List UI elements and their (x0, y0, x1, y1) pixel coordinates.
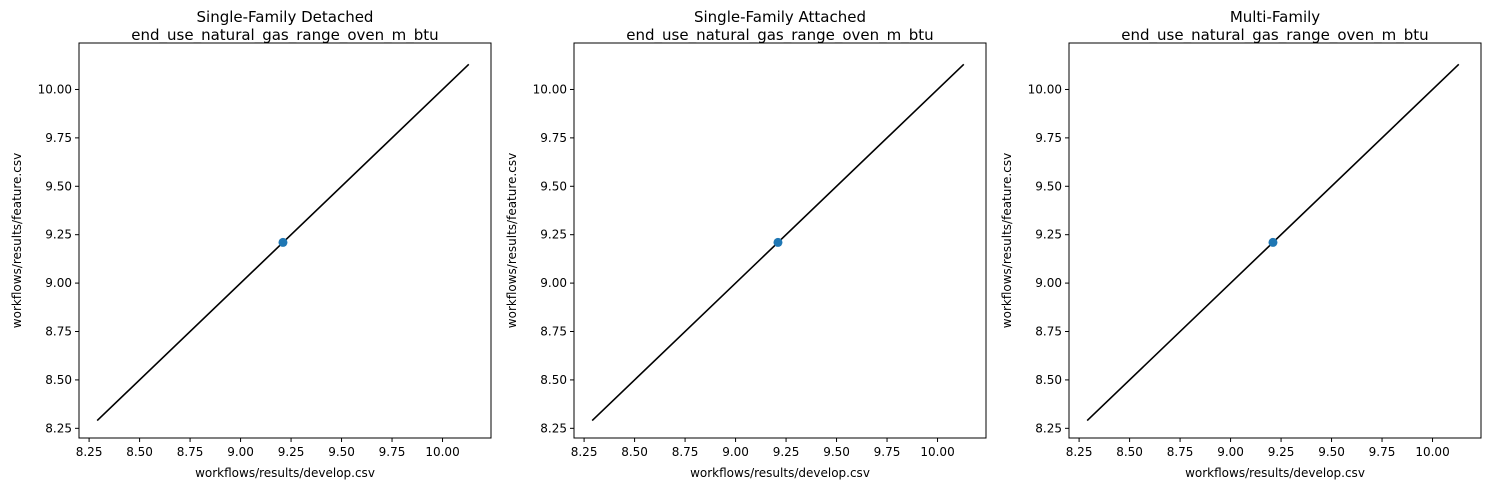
x-axis-label: workflows/results/develop.csv (195, 466, 375, 480)
x-tick-label: 10.00 (1415, 445, 1449, 459)
y-tick-label: 9.25 (1035, 228, 1062, 242)
y-tick-label: 8.50 (540, 373, 567, 387)
y-tick-label: 9.50 (45, 179, 72, 193)
x-tick-label: 9.25 (278, 445, 305, 459)
x-tick-label: 10.00 (920, 445, 954, 459)
chart-subtitle: end_use_natural_gas_range_oven_m_btu (131, 26, 438, 45)
y-tick-label: 8.25 (45, 421, 72, 435)
y-tick-label: 8.25 (540, 421, 567, 435)
x-tick-label: 8.50 (621, 445, 648, 459)
x-axis-label: workflows/results/develop.csv (690, 466, 870, 480)
y-tick-label: 9.75 (540, 131, 567, 145)
y-tick-label: 9.75 (45, 131, 72, 145)
axes-frame (78, 42, 492, 439)
axes-frame (1068, 42, 1482, 439)
x-tick-label: 9.75 (874, 445, 901, 459)
y-axis-label: workflows/results/feature.csv (10, 153, 24, 328)
x-tick-label: 9.00 (722, 445, 749, 459)
y-tick-label: 9.00 (540, 276, 567, 290)
x-tick-label: 9.50 (328, 445, 355, 459)
x-tick-label: 9.75 (379, 445, 406, 459)
y-tick-label: 9.50 (1035, 179, 1062, 193)
y-tick-label: 9.75 (1035, 131, 1062, 145)
x-tick-label: 8.25 (571, 445, 598, 459)
chart-title: Single-Family Detached (197, 8, 374, 26)
chart-title: Multi-Family (1230, 8, 1320, 26)
chart-title: Single-Family Attached (694, 8, 866, 26)
x-tick-label: 9.75 (1369, 445, 1396, 459)
y-tick-label: 8.75 (1035, 325, 1062, 339)
x-tick-label: 10.00 (425, 445, 459, 459)
chart-panel-3: Multi-Familyend_use_natural_gas_range_ov… (1000, 8, 1482, 480)
data-point (1268, 237, 1278, 247)
y-axis-label: workflows/results/feature.csv (505, 153, 519, 328)
y-tick-label: 8.75 (540, 325, 567, 339)
y-tick-label: 8.75 (45, 325, 72, 339)
chart-panel-1: Single-Family Detachedend_use_natural_ga… (10, 8, 492, 480)
y-tick-label: 9.00 (1035, 276, 1062, 290)
chart-subtitle: end_use_natural_gas_range_oven_m_btu (626, 26, 933, 45)
y-tick-label: 10.00 (533, 82, 567, 96)
x-tick-label: 8.25 (76, 445, 103, 459)
x-tick-label: 9.00 (227, 445, 254, 459)
y-tick-label: 9.25 (45, 228, 72, 242)
x-tick-label: 8.75 (177, 445, 204, 459)
y-tick-label: 9.00 (45, 276, 72, 290)
x-tick-label: 9.00 (1217, 445, 1244, 459)
data-point (773, 237, 783, 247)
x-tick-label: 9.25 (773, 445, 800, 459)
y-tick-label: 10.00 (1028, 82, 1062, 96)
x-tick-label: 8.75 (672, 445, 699, 459)
data-point (278, 237, 288, 247)
x-tick-label: 9.50 (823, 445, 850, 459)
y-tick-label: 10.00 (38, 82, 72, 96)
x-tick-label: 8.75 (1167, 445, 1194, 459)
y-tick-label: 9.50 (540, 179, 567, 193)
y-tick-label: 8.50 (45, 373, 72, 387)
y-tick-label: 9.25 (540, 228, 567, 242)
x-tick-label: 8.50 (126, 445, 153, 459)
x-tick-label: 8.50 (1116, 445, 1143, 459)
chart-panel-2: Single-Family Attachedend_use_natural_ga… (505, 8, 987, 480)
y-tick-label: 8.50 (1035, 373, 1062, 387)
x-axis-label: workflows/results/develop.csv (1185, 466, 1365, 480)
x-tick-label: 9.50 (1318, 445, 1345, 459)
chart-subtitle: end_use_natural_gas_range_oven_m_btu (1121, 26, 1428, 45)
x-tick-label: 8.25 (1066, 445, 1093, 459)
x-tick-label: 9.25 (1268, 445, 1295, 459)
y-axis-label: workflows/results/feature.csv (1000, 153, 1014, 328)
axes-frame (573, 42, 987, 439)
y-tick-label: 8.25 (1035, 421, 1062, 435)
